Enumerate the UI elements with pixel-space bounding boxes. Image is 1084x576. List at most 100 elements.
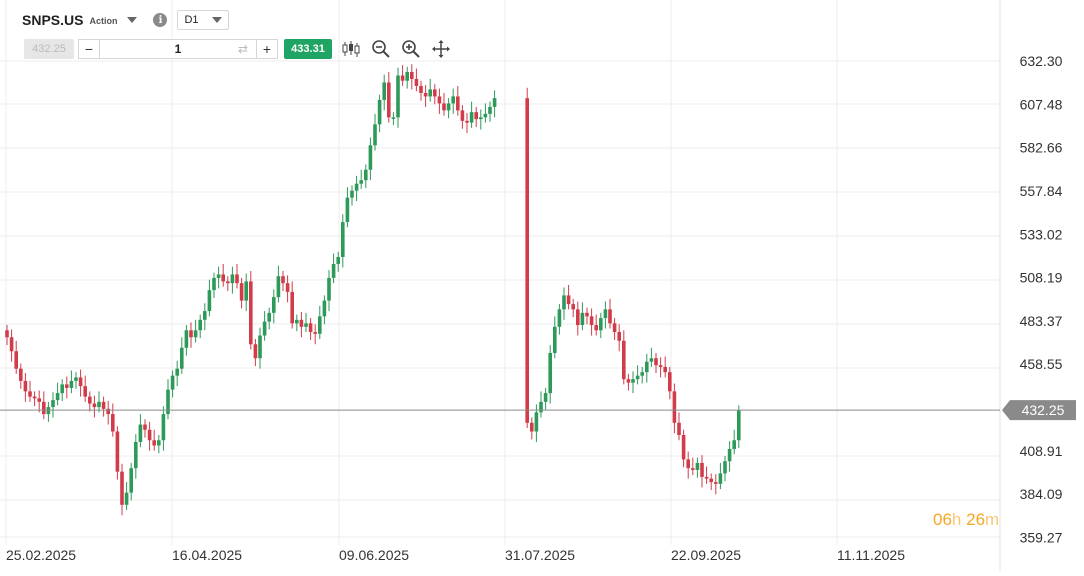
- symbol-dropdown-icon[interactable]: [127, 17, 138, 23]
- candle-body: [299, 319, 304, 327]
- candle-body: [198, 319, 202, 331]
- candle-body: [391, 117, 396, 119]
- buy-button[interactable]: 433.31: [284, 39, 332, 59]
- candle-body: [83, 386, 87, 397]
- candle-body: [737, 410, 741, 441]
- candle-body: [295, 319, 299, 324]
- timeframe-select[interactable]: D1: [177, 10, 230, 30]
- candle-body: [189, 330, 193, 338]
- candle-body: [359, 180, 363, 184]
- zoom-in-icon[interactable]: [400, 38, 422, 60]
- candle-body: [571, 304, 575, 310]
- swap-icon[interactable]: ⇄: [237, 42, 248, 56]
- candle-body: [51, 400, 55, 408]
- candle-body: [290, 291, 294, 324]
- candle-body: [19, 368, 23, 381]
- candle-body: [152, 440, 156, 446]
- candle-body: [111, 414, 115, 432]
- candle-body: [5, 330, 9, 338]
- candle-body: [285, 283, 290, 292]
- sell-button[interactable]: 432.25: [24, 39, 74, 59]
- candle-body: [635, 375, 640, 380]
- candle-body: [120, 471, 124, 505]
- candlestick-type-icon[interactable]: [340, 38, 362, 60]
- y-tick-label: 533.02: [1020, 226, 1063, 242]
- candle-body: [276, 276, 281, 298]
- candle-body: [207, 290, 212, 312]
- symbol-name[interactable]: SNPS.US: [22, 12, 84, 28]
- timer-minutes-unit: m: [985, 510, 1000, 529]
- candle-body: [318, 316, 322, 334]
- zoom-out-icon[interactable]: [370, 38, 392, 60]
- quantity-value: 1: [174, 42, 182, 56]
- candle-body: [23, 380, 28, 392]
- candle-body: [576, 309, 580, 326]
- candle-body: [327, 277, 331, 301]
- candle-body: [400, 75, 405, 81]
- candle-body: [483, 113, 488, 118]
- candle-body: [599, 318, 603, 331]
- candle-body: [626, 379, 631, 383]
- candle-body: [336, 256, 340, 264]
- candle-body: [143, 424, 147, 430]
- candle-body: [249, 281, 253, 345]
- candle-body: [525, 98, 529, 423]
- candle-body: [539, 401, 543, 413]
- candle-body: [709, 478, 713, 483]
- candle-body: [718, 473, 723, 484]
- candle-body: [212, 277, 216, 291]
- candle-body: [180, 347, 184, 369]
- candle-body: [530, 422, 534, 432]
- candle-body: [28, 391, 32, 397]
- candle-body: [244, 281, 248, 301]
- candle-body: [732, 440, 736, 449]
- move-icon[interactable]: [430, 38, 452, 60]
- candle-body: [437, 96, 442, 104]
- candle-body: [161, 414, 166, 441]
- x-tick-label: 22.09.2025: [671, 547, 741, 563]
- candle-body: [446, 103, 451, 111]
- quantity-stepper[interactable]: − 1 ⇄ +: [78, 39, 278, 59]
- candle-body: [226, 281, 230, 284]
- candle-body: [74, 377, 78, 381]
- candle-body: [124, 492, 129, 505]
- candle-body: [258, 335, 262, 359]
- candle-body: [373, 124, 377, 146]
- info-icon[interactable]: i: [153, 13, 168, 27]
- candle-body: [106, 408, 110, 415]
- timer-minutes: 26: [966, 510, 986, 529]
- candle-body: [14, 351, 18, 369]
- candle-body: [42, 401, 46, 415]
- candle-body: [115, 431, 120, 472]
- candle-body: [460, 110, 465, 121]
- candle-body: [37, 398, 41, 402]
- candle-body: [553, 326, 557, 353]
- candle-body: [456, 96, 460, 111]
- candle-body: [267, 312, 271, 322]
- candle-body: [364, 169, 368, 181]
- y-tick-label: 508.19: [1020, 270, 1063, 286]
- candle-body: [55, 393, 60, 401]
- candle-body: [451, 96, 455, 104]
- instrument-header: SNPS.US Action i D1: [22, 8, 230, 32]
- candle-body: [101, 401, 106, 409]
- decrease-button[interactable]: −: [79, 40, 100, 58]
- quantity-input[interactable]: 1 ⇄: [100, 42, 256, 56]
- candle-body: [428, 89, 432, 97]
- candle-body: [216, 274, 221, 278]
- candle-body: [262, 321, 267, 336]
- y-tick-label: 607.48: [1020, 96, 1063, 112]
- candle-body: [405, 71, 409, 81]
- increase-button[interactable]: +: [256, 40, 277, 58]
- candle-body: [612, 323, 617, 333]
- y-tick-label: 384.09: [1020, 486, 1063, 502]
- trade-bar: 432.25 − 1 ⇄ + 433.31: [24, 38, 452, 60]
- candle-body: [97, 401, 101, 408]
- candle-body: [589, 316, 594, 326]
- candle-body: [230, 274, 235, 284]
- candle-body: [157, 440, 161, 446]
- y-tick-label: 458.55: [1020, 356, 1063, 372]
- candle-body: [548, 352, 552, 394]
